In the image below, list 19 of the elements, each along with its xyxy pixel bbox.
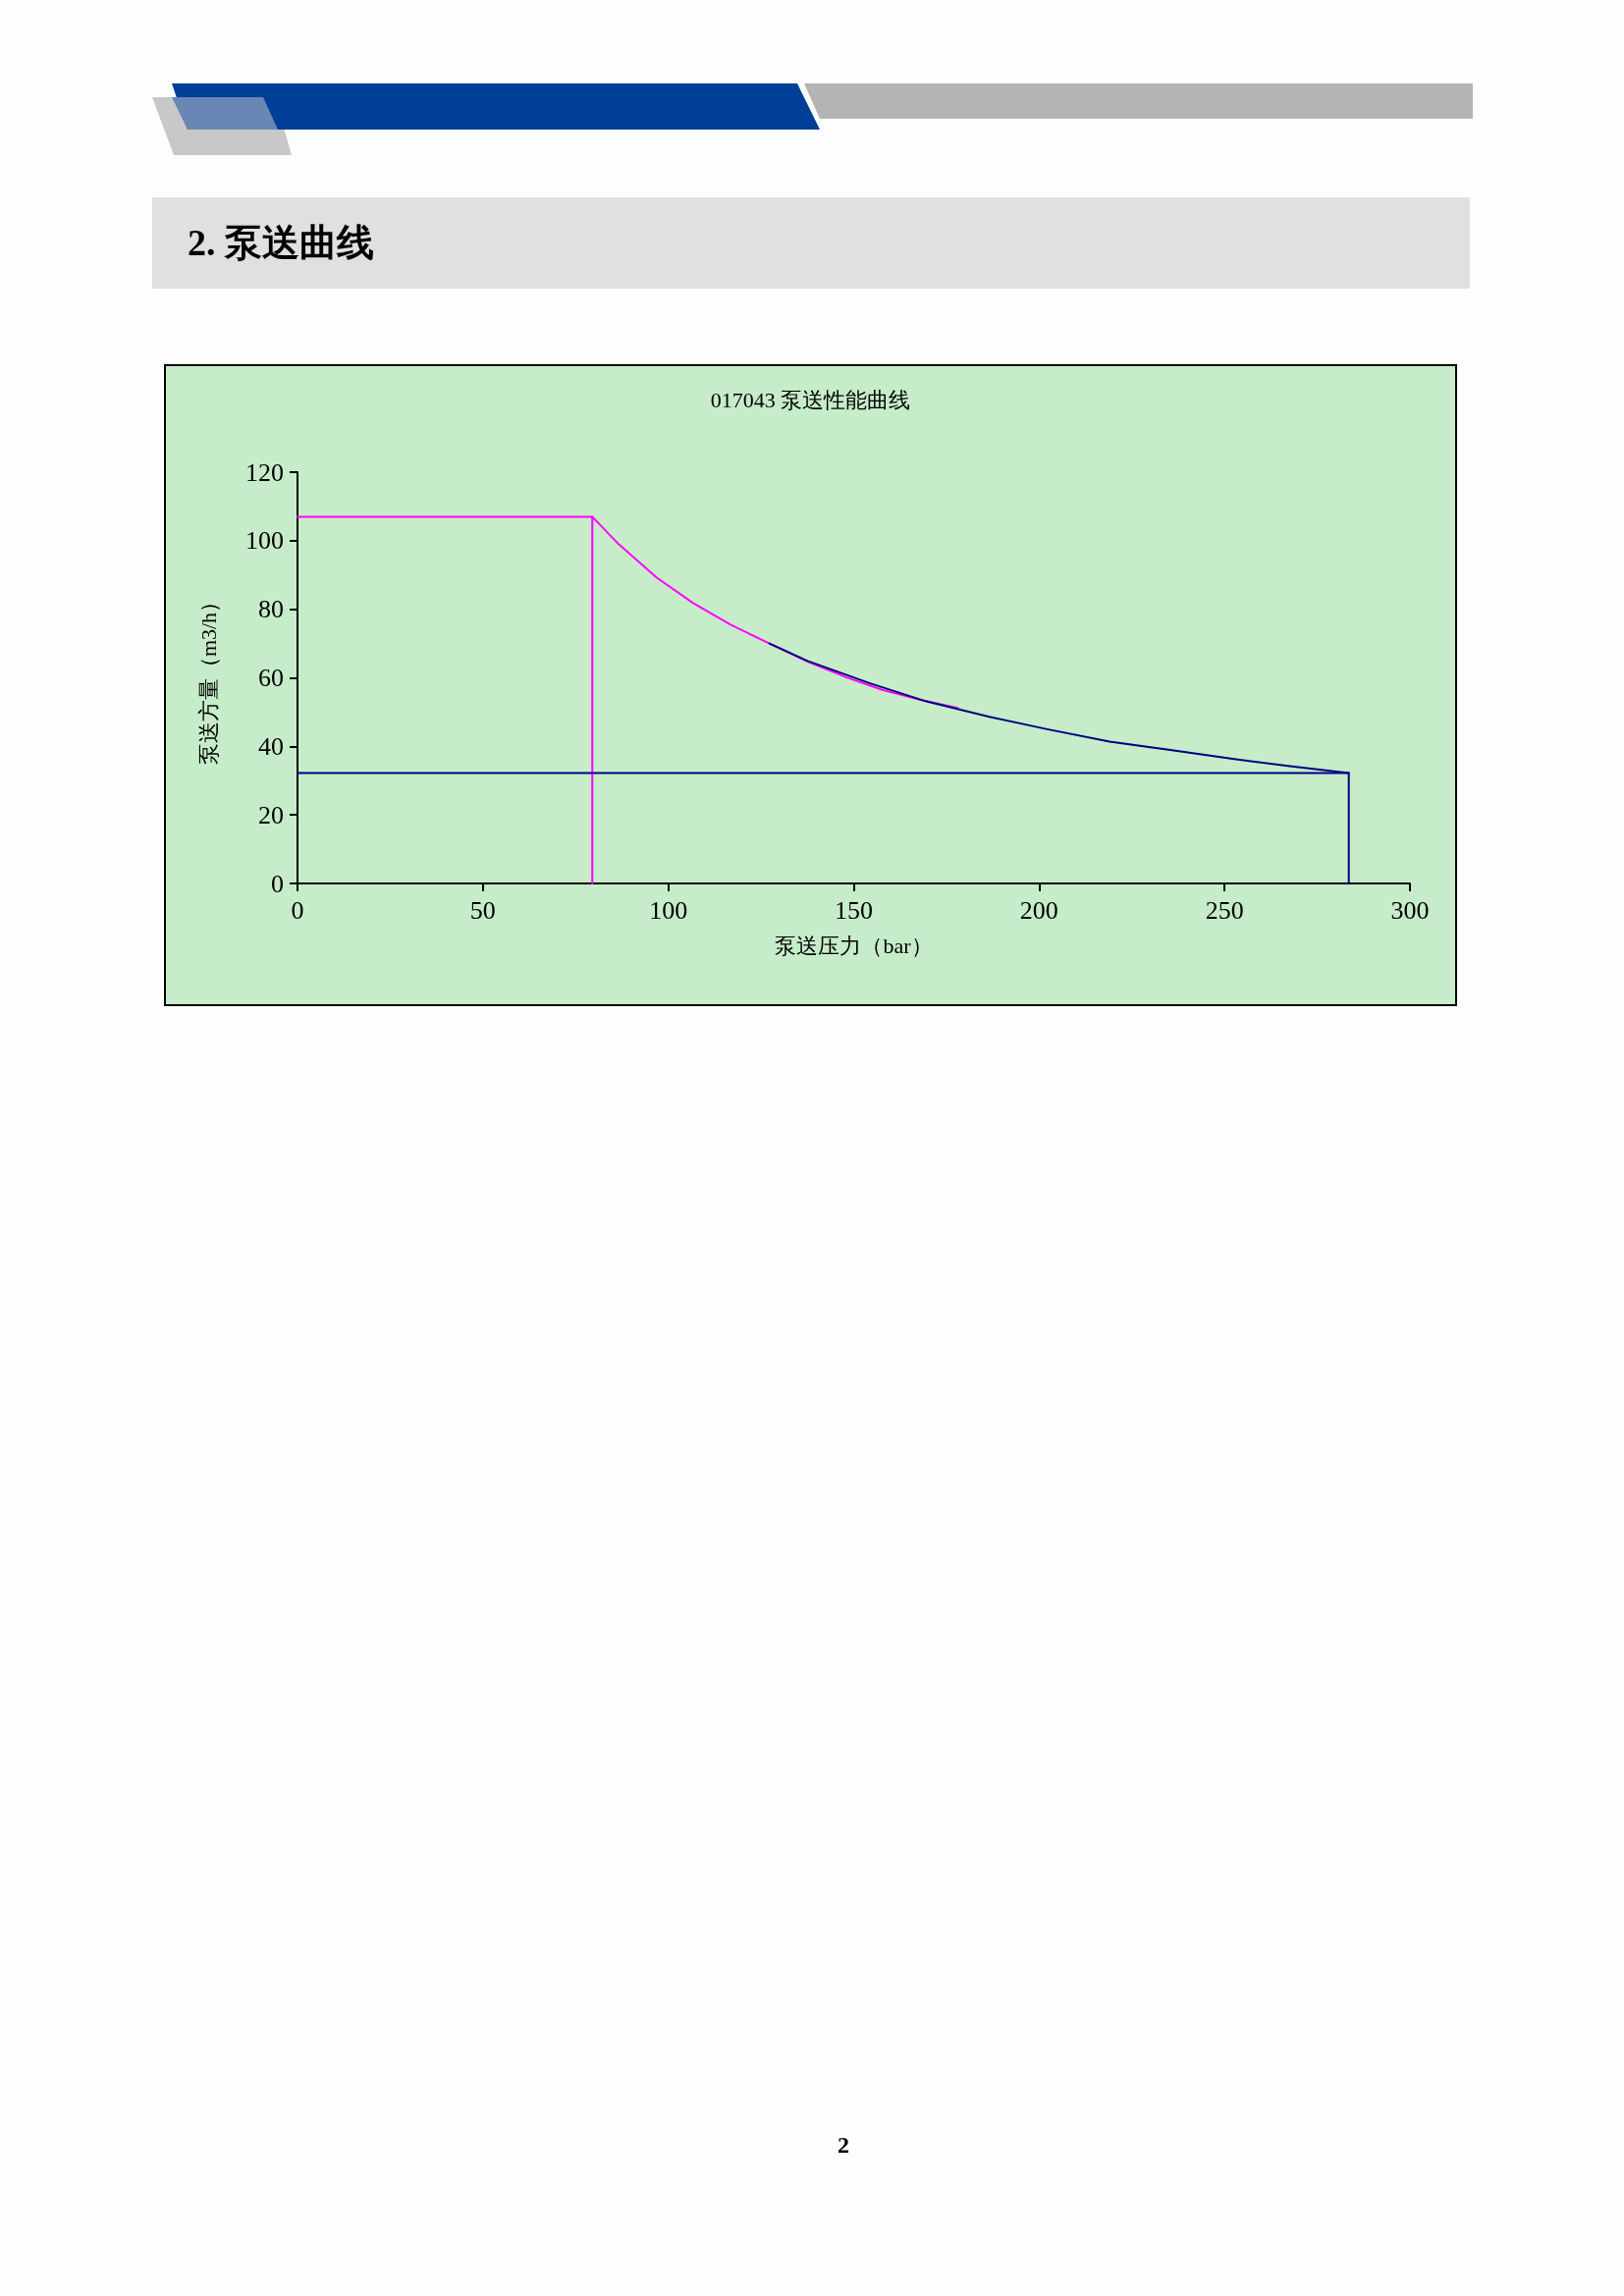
- x-tick-label: 50: [469, 895, 496, 925]
- y-tick-label: 120: [245, 457, 284, 487]
- x-tick-label: 150: [835, 895, 873, 925]
- y-tick-label: 40: [258, 731, 284, 761]
- x-tick-label: 300: [1390, 895, 1430, 925]
- x-axis-title: 泵送压力（bar）: [775, 933, 933, 958]
- x-tick-label: 100: [649, 895, 688, 925]
- text: 2: [838, 2132, 849, 2158]
- x-tick-label: 250: [1205, 895, 1244, 925]
- text: 2. 泵送曲线: [188, 221, 374, 265]
- y-axis-title: 泵送方量（m3/h）: [195, 590, 221, 766]
- x-tick-label: 0: [291, 895, 304, 925]
- y-tick-label: 20: [258, 800, 284, 829]
- chart-title: 017043 泵送性能曲线: [710, 387, 911, 412]
- y-tick-label: 0: [271, 869, 284, 898]
- x-tick-label: 200: [1019, 895, 1058, 925]
- y-tick-label: 100: [245, 526, 284, 556]
- y-tick-label: 80: [258, 595, 284, 624]
- y-tick-label: 60: [258, 664, 284, 692]
